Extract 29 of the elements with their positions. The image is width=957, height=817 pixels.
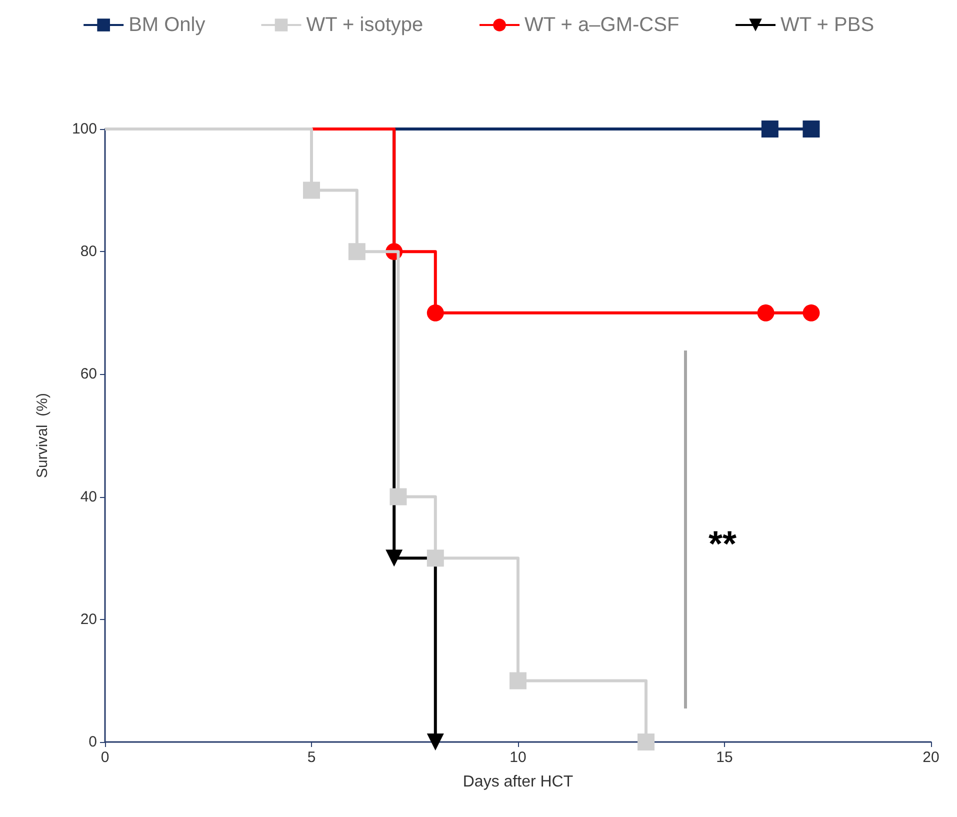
y-tick-label: 60	[80, 366, 97, 383]
legend-label: WT + PBS	[780, 14, 874, 36]
point	[757, 304, 774, 322]
legend-label: WT + a–GM-CSF	[524, 14, 680, 36]
y-tick-label: 20	[80, 610, 97, 628]
y-tick-label: 40	[80, 488, 97, 506]
legend-label: WT + isotype	[306, 14, 424, 36]
point	[426, 304, 444, 322]
x-tick-label: 5	[307, 749, 316, 766]
y-tick-label: 0	[88, 734, 97, 750]
point	[303, 182, 320, 199]
point	[510, 672, 526, 690]
x-tick-label: 0	[100, 749, 110, 766]
y-tick-label: 100	[72, 120, 97, 138]
legend-label: BM Only	[128, 14, 206, 36]
point	[348, 243, 366, 260]
y-axis-title: Survival (%)	[34, 392, 51, 478]
point	[802, 120, 820, 138]
x-tick-label: 15	[716, 749, 733, 766]
point	[638, 734, 655, 750]
x-tick-label: 10	[510, 749, 526, 766]
y-tick-label: 80	[80, 243, 97, 260]
x-axis-title: Days after HCT	[462, 774, 574, 790]
point	[761, 120, 778, 138]
point	[802, 304, 820, 322]
point	[426, 550, 444, 567]
annotation: **	[708, 523, 737, 564]
point	[390, 488, 407, 506]
x-tick-label: 20	[922, 749, 940, 766]
